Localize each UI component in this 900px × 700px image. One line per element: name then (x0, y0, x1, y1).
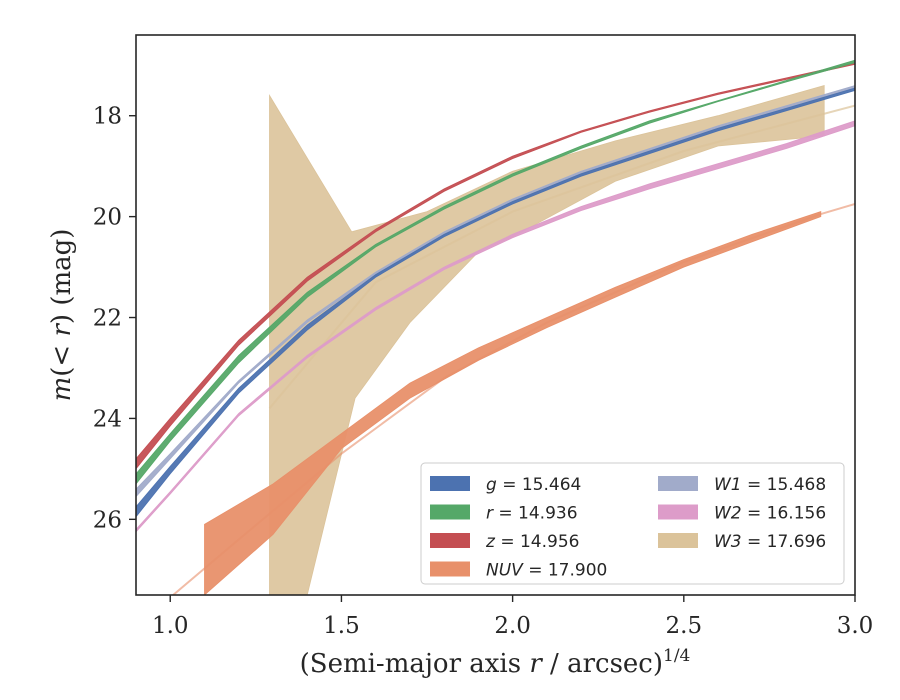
y-tick-label: 18 (93, 104, 122, 130)
legend-swatch (430, 561, 470, 577)
plot-frame (135, 34, 856, 596)
legend-label: NUV = 17.900 (486, 561, 607, 581)
y-axis-label: m(< r) (mag) (47, 229, 77, 402)
legend-entry-w1: W1 = 15.468 (658, 475, 826, 495)
x-tick-label: 2.0 (494, 613, 531, 639)
y-tick-label: 26 (93, 507, 122, 533)
series-band-z (136, 62, 855, 470)
legend-entry-nuv: NUV = 17.900 (430, 561, 607, 581)
legend-label: W3 = 17.696 (714, 532, 826, 552)
legend-swatch (430, 476, 470, 491)
series-layer (136, 59, 855, 595)
x-tick-label: 1.5 (323, 613, 360, 639)
series-band-w1 (136, 85, 855, 498)
series-band-nuv (204, 211, 822, 595)
legend-entry-w3: W3 = 17.696 (658, 532, 826, 552)
series-line-nuv-extension (171, 203, 855, 595)
x-tick-label: 1.0 (152, 613, 189, 639)
legend: g = 15.464 r = 14.936 z = 14.956 NUV = 17.9… (420, 462, 845, 585)
legend-entry-w2: W2 = 16.156 (658, 504, 826, 524)
legend-label: z = 14.956 (485, 532, 579, 552)
legend-label: W2 = 16.156 (714, 504, 826, 524)
legend-swatch (430, 533, 470, 548)
legend-swatch (658, 476, 698, 491)
series-band-w2 (136, 120, 855, 533)
x-tick-label: 3.0 (837, 613, 874, 639)
x-axis: 1.0 1.5 2.0 2.5 3.0 (152, 595, 873, 639)
y-tick-label: 24 (93, 406, 122, 432)
x-axis-label: (Semi-major axis r / arcsec)1/4 (300, 646, 691, 679)
legend-entry-z: z = 14.956 (430, 532, 579, 552)
series-band-r (136, 59, 855, 485)
legend-label: r = 14.936 (486, 504, 578, 524)
legend-swatch (658, 504, 698, 520)
series-band-g (136, 87, 855, 518)
legend-label: g = 15.464 (486, 475, 581, 495)
y-axis: 18 20 22 24 26 (93, 104, 136, 533)
y-tick-label: 20 (93, 205, 122, 231)
legend-swatch (430, 504, 470, 520)
legend-swatch (658, 533, 698, 548)
legend-entry-r: r = 14.936 (430, 504, 578, 524)
legend-label: W1 = 15.468 (714, 475, 826, 495)
legend-entry-g: g = 15.464 (430, 475, 581, 495)
y-tick-label: 22 (93, 306, 122, 332)
series-line-w3-extension (268, 104, 855, 409)
x-tick-label: 2.5 (666, 613, 703, 639)
